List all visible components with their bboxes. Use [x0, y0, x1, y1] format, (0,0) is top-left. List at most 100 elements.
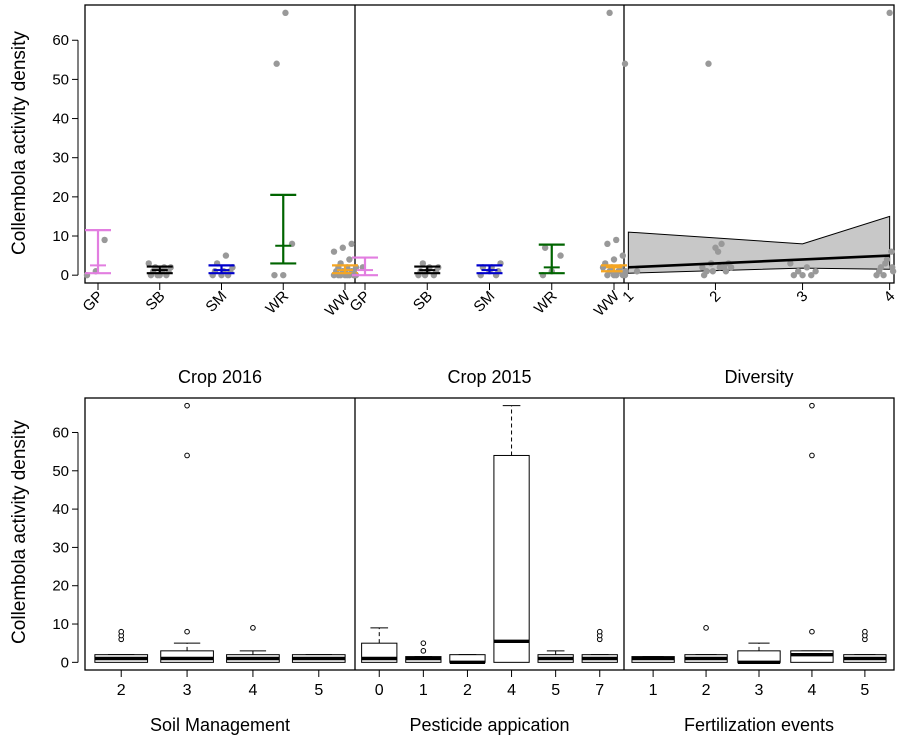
y-tick-label-bottom-3: 30 — [52, 539, 69, 556]
panel-title-crop2015: Crop 2015 — [447, 367, 531, 387]
x-tick-label-fertilization-4: 5 — [860, 682, 869, 699]
data-point-crop2016 — [346, 256, 353, 263]
x-tick-label-crop2016-0: GP — [79, 288, 106, 315]
outlier-pesticide-5-2 — [596, 628, 603, 635]
x-tick-label-diversity-2: 3 — [793, 288, 811, 306]
x-tick-label-diversity-3: 4 — [881, 288, 899, 306]
data-point-crop2015 — [613, 236, 620, 244]
data-point-diversity — [799, 271, 806, 279]
box-fertilization-2 — [737, 650, 781, 663]
y-tick-label-top-0: 0 — [61, 267, 69, 284]
outlier-soil-1-2 — [184, 402, 190, 409]
data-point-crop2016 — [348, 240, 355, 248]
data-point-diversity — [722, 268, 730, 275]
y-axis-label-bottom: Collembola activity density — [9, 420, 30, 644]
data-point-crop2015 — [606, 9, 613, 17]
data-point-crop2015 — [419, 260, 427, 267]
outlier-soil-0-2 — [118, 628, 125, 635]
data-point-crop2016 — [273, 60, 280, 67]
x-tick-label-fertilization-2: 3 — [755, 682, 764, 699]
data-point-crop2016 — [101, 236, 108, 244]
data-point-crop2015 — [604, 240, 611, 248]
y-tick-label-top-5: 50 — [52, 71, 69, 88]
data-point-diversity — [790, 271, 798, 279]
data-point-crop2016 — [145, 260, 152, 267]
outlier-pesticide-1-1 — [420, 640, 427, 646]
data-point-diversity — [812, 268, 819, 275]
panel-frame-bottom — [84, 397, 895, 671]
box-fertilization-3 — [790, 650, 834, 663]
y-tick-label-bottom-1: 10 — [52, 616, 69, 633]
data-point-crop2016 — [330, 248, 338, 255]
x-tick-label-crop2015-0: GP — [346, 288, 373, 315]
data-point-diversity — [883, 256, 891, 263]
data-point-crop2016 — [222, 252, 230, 259]
y-tick-label-top-2: 20 — [52, 189, 69, 206]
data-point-diversity — [877, 264, 885, 271]
y-tick-label-bottom-0: 0 — [61, 654, 69, 671]
x-tick-label-diversity-0: 1 — [619, 288, 637, 306]
x-tick-label-crop2016-3: WR — [262, 288, 292, 318]
data-point-diversity — [889, 268, 897, 275]
x-tick-label-fertilization-0: 1 — [649, 682, 658, 699]
fit-line — [628, 254, 890, 269]
x-tick-label-fertilization-1: 2 — [702, 682, 711, 699]
data-point-diversity — [633, 268, 641, 275]
x-tick-label-crop2015-3: WR — [531, 288, 561, 318]
outlier-fertilization-1-0 — [703, 625, 709, 631]
outlier-fertilization-3-1 — [809, 452, 815, 459]
x-tick-label-pesticide-3: 4 — [507, 682, 516, 699]
x-tick-label-crop2015-2: SM — [470, 288, 498, 316]
data-point-crop2015 — [557, 252, 564, 259]
y-axis-label-top: Collembola activity density — [9, 31, 30, 255]
x-tick-label-pesticide-1: 1 — [419, 682, 428, 699]
panel-title-fertilization: Fertilization events — [684, 715, 834, 735]
panel-title-crop2016: Crop 2016 — [178, 367, 262, 387]
top-row: 0 10 20 30 40 50 60 GP SB SM WR WW Crop 2016 GP SB SM WR… — [52, 4, 899, 387]
data-point-crop2015 — [621, 60, 629, 67]
y-tick-label-bottom-5: 50 — [52, 463, 69, 480]
data-point-diversity — [714, 248, 722, 255]
panel-title-pesticide: Pesticide appication — [409, 715, 569, 735]
data-point-diversity — [622, 268, 629, 275]
box-pesticide-3 — [493, 454, 530, 663]
panel-title-soil: Soil Management — [150, 715, 290, 735]
data-point-diversity — [727, 264, 735, 271]
y-tick-label-top-1: 10 — [52, 228, 69, 245]
x-tick-label-soil-3: 5 — [314, 682, 323, 699]
data-point-crop2016 — [280, 271, 287, 279]
outlier-fertilization-3-0 — [809, 628, 815, 635]
bottom-row: 0 10 20 30 40 50 60 2 3 4 5 Soil Management 0 1 2 4 5 7 Pe… — [52, 397, 895, 735]
box-soil-1 — [160, 650, 214, 663]
x-tick-label-crop2015-1: SB — [410, 288, 436, 314]
y-tick-label-top-4: 40 — [52, 111, 69, 128]
x-tick-label-fertilization-3: 4 — [807, 682, 816, 699]
data-point-diversity — [709, 268, 717, 275]
data-point-diversity — [803, 264, 811, 271]
x-tick-label-crop2016-2: SM — [202, 288, 230, 316]
outlier-pesticide-1-0 — [420, 648, 427, 654]
data-point-diversity — [705, 60, 712, 67]
data-point-diversity — [699, 264, 706, 271]
x-tick-label-soil-1: 3 — [183, 682, 192, 699]
data-point-diversity — [703, 268, 710, 275]
data-point-diversity — [794, 268, 802, 275]
y-tick-label-top-3: 30 — [52, 150, 69, 167]
data-point-crop2016 — [282, 9, 289, 17]
panel-title-diversity: Diversity — [724, 367, 793, 387]
data-point-diversity — [888, 248, 895, 255]
data-point-diversity — [808, 271, 815, 279]
outlier-soil-1-0 — [184, 628, 190, 635]
data-point-diversity — [880, 271, 887, 279]
x-tick-label-crop2015-4: WW — [591, 287, 624, 320]
outlier-fertilization-3-2 — [809, 402, 815, 409]
outlier-soil-2-0 — [250, 625, 256, 631]
x-tick-label-diversity-1: 2 — [706, 288, 724, 306]
y-tick-label-bottom-4: 40 — [52, 501, 69, 518]
data-point-diversity — [787, 260, 794, 267]
y-tick-label-bottom-2: 20 — [52, 578, 69, 595]
data-point-crop2015 — [541, 244, 549, 251]
x-tick-label-pesticide-5: 7 — [595, 682, 604, 699]
x-tick-label-soil-0: 2 — [117, 682, 126, 699]
